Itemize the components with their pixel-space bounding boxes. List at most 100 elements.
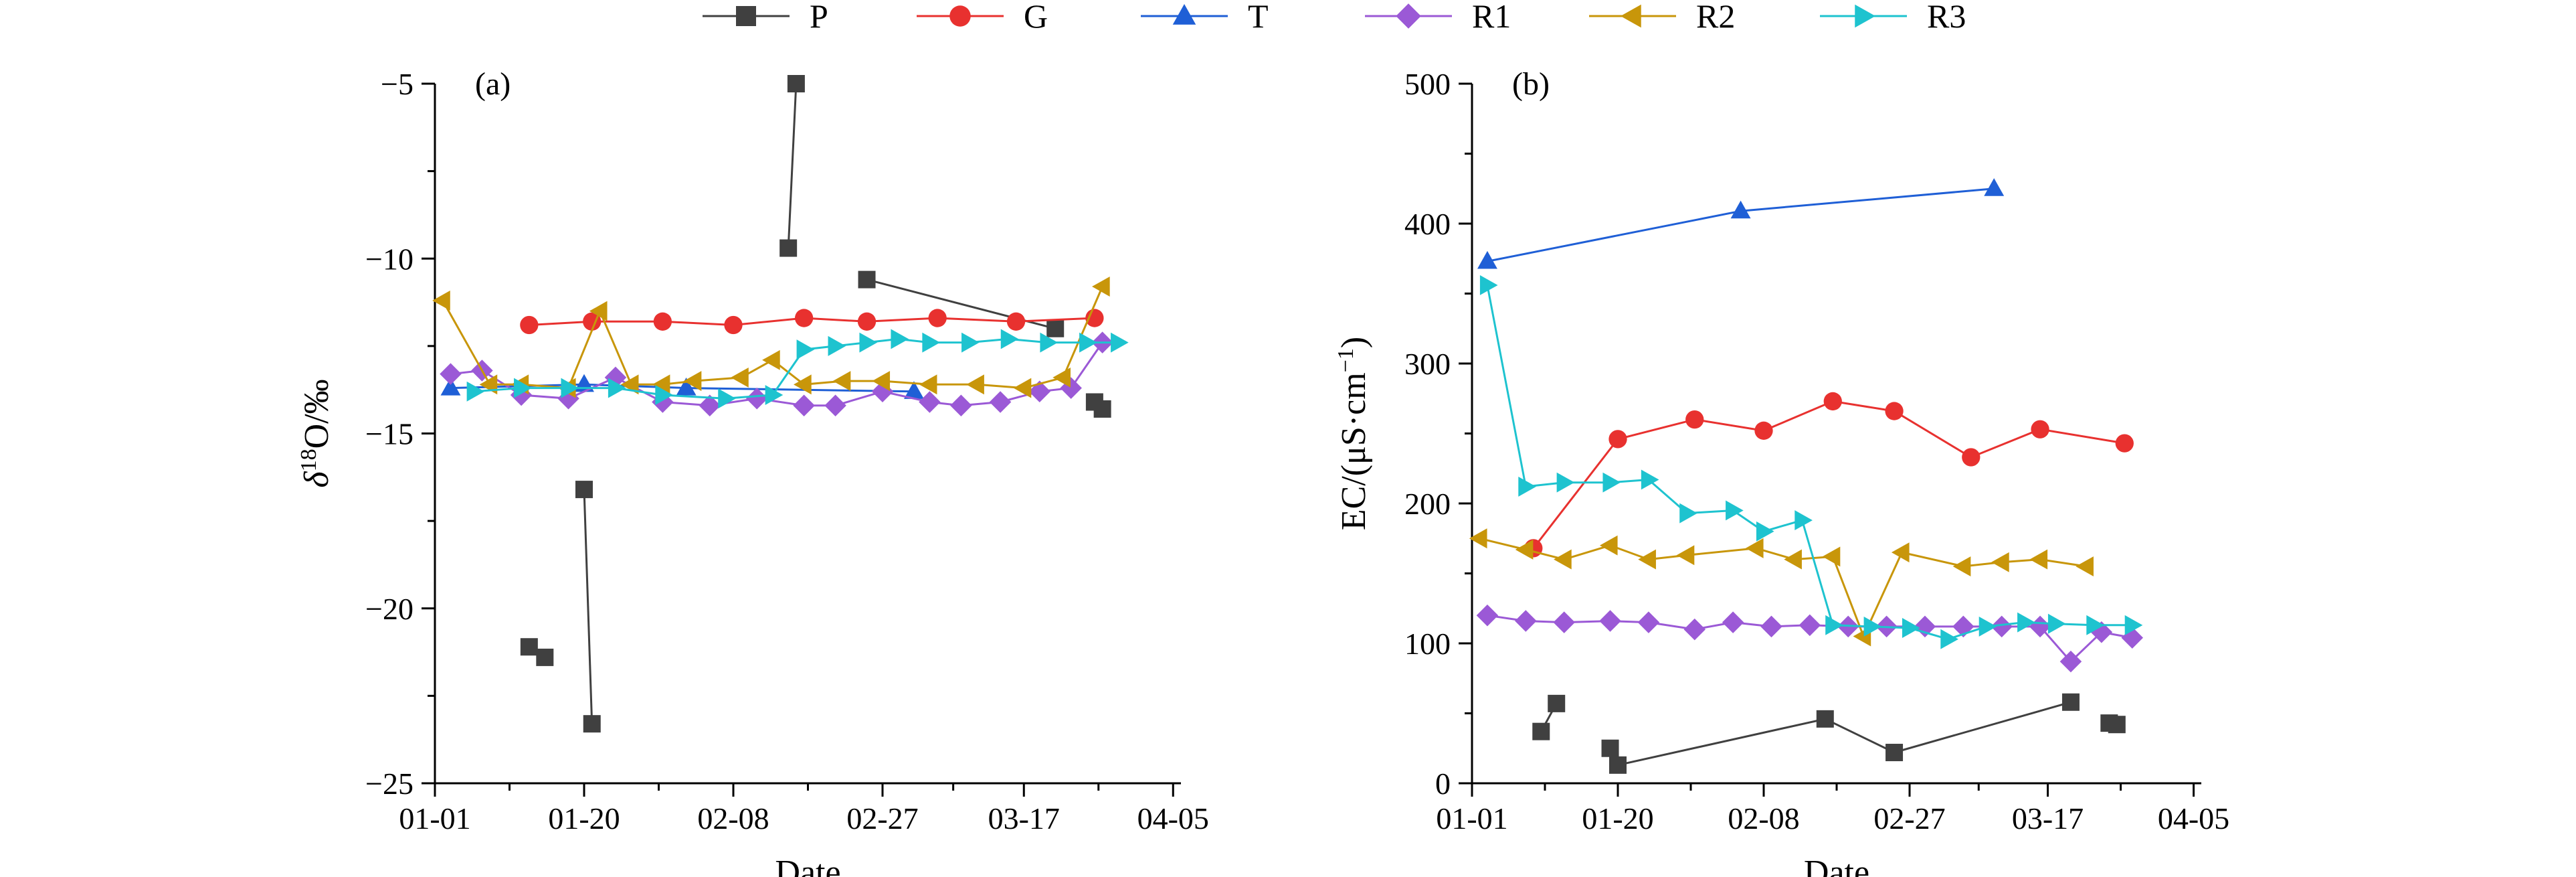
data-point-R1 (1553, 611, 1575, 633)
data-point-R3 (961, 332, 980, 353)
data-point-R1 (745, 388, 768, 410)
data-point-R2 (1052, 367, 1071, 388)
data-point-R1 (2059, 650, 2082, 673)
data-point-G (794, 309, 814, 327)
data-point-G (1962, 448, 1981, 467)
data-point-R1 (824, 394, 846, 416)
data-point-R2 (683, 371, 702, 392)
data-point-R1 (440, 363, 462, 385)
data-point-R1 (1599, 610, 1621, 632)
series-P (520, 75, 1111, 733)
legend-marker-R3 (1855, 4, 1875, 28)
y-tick-label: −20 (365, 592, 413, 626)
y-tick-label: −10 (365, 242, 413, 276)
data-point-G (857, 312, 877, 331)
legend: P G T R1 R2 R3 (703, 0, 1966, 35)
data-point-R2 (794, 374, 812, 395)
data-point-G (1823, 392, 1842, 411)
data-point-P (2061, 693, 2080, 711)
data-point-R3 (1726, 500, 1744, 521)
data-point-R2 (1784, 549, 1802, 570)
data-point-R3 (1940, 629, 1958, 649)
data-point-R2 (1676, 545, 1695, 566)
series-line-P (1609, 701, 2072, 767)
data-point-R3 (765, 385, 784, 405)
data-point-R3 (1979, 616, 1997, 637)
series-R3 (466, 329, 1129, 409)
y-tick-label: −15 (365, 417, 413, 451)
legend-marker-P (736, 6, 756, 26)
data-point-G (724, 315, 743, 335)
data-point-R1 (1683, 618, 1706, 641)
data-point-R1 (1476, 604, 1499, 627)
data-point-P (1093, 400, 1111, 418)
data-point-R1 (1799, 614, 1821, 637)
series-G (1524, 392, 2134, 558)
data-point-G (1006, 312, 1026, 331)
x-tick-label: 02-27 (846, 801, 918, 835)
panel-label: (a) (475, 66, 511, 102)
data-point-P (575, 481, 593, 499)
series-line-T (1487, 187, 1995, 262)
legend-marker-G (949, 5, 971, 27)
data-point-R2 (1745, 538, 1764, 558)
data-point-R3 (1902, 618, 1920, 638)
y-axis-title-close: ) (1335, 337, 1373, 348)
panel-b: 01-01 01-20 02-08 02-27 03-17 04-05 0 100 200 300… (1333, 66, 2229, 877)
data-point-R1 (699, 394, 721, 416)
y-axis-title-base: EC/(μS·cm (1335, 372, 1373, 530)
legend-label-T: T (1248, 0, 1269, 35)
y-axis-title: EC/(μS·cm−1) (1333, 337, 1373, 530)
y-tick-label: 200 (1404, 487, 1451, 521)
data-point-R3 (1040, 332, 1059, 353)
data-point-R3 (891, 329, 909, 349)
legend-label-P: P (810, 0, 828, 35)
x-tick-label: 04-05 (2158, 801, 2229, 835)
data-point-R3 (1602, 472, 1621, 493)
data-point-T (1984, 178, 2005, 196)
data-point-T (440, 377, 461, 396)
data-point-G (1608, 430, 1627, 449)
y-tick-label: 300 (1404, 347, 1451, 381)
data-point-R3 (1111, 332, 1129, 353)
legend-label-R3: R3 (1927, 0, 1966, 35)
data-point-R3 (1000, 329, 1019, 349)
series-line-P (583, 489, 593, 724)
data-point-R2 (2029, 549, 2048, 570)
series-T (1477, 178, 2005, 269)
series-line-P (787, 83, 798, 248)
data-point-G (520, 315, 539, 335)
y-tick-label: −25 (365, 767, 413, 801)
data-point-R3 (2017, 612, 2035, 633)
data-point-R3 (1556, 472, 1575, 493)
data-point-R2 (1469, 528, 1487, 549)
data-point-P (1548, 694, 1566, 712)
data-point-R2 (872, 371, 891, 392)
legend-label-R2: R2 (1696, 0, 1735, 35)
data-point-R3 (922, 332, 941, 353)
data-point-R1 (1637, 611, 1660, 633)
data-point-P (858, 270, 876, 289)
y-tick-label: 500 (1404, 67, 1451, 101)
series-R1 (440, 331, 1113, 416)
legend-label-G: G (1024, 0, 1048, 35)
y-tick-label: 0 (1435, 767, 1451, 801)
data-point-R1 (793, 394, 815, 416)
data-point-R2 (966, 374, 984, 395)
x-tick-label: 03-17 (988, 801, 1060, 835)
data-point-R3 (1679, 503, 1697, 524)
data-point-P (1601, 739, 1619, 757)
data-point-G (1885, 402, 1904, 420)
data-point-R3 (561, 378, 579, 398)
data-point-R2 (1952, 556, 1971, 576)
x-tick-label: 02-08 (1728, 801, 1799, 835)
data-point-R1 (1760, 615, 1782, 638)
data-point-R2 (919, 374, 937, 395)
x-tick-label: 01-20 (548, 801, 620, 835)
legend-label-R1: R1 (1472, 0, 1511, 35)
data-point-R2 (731, 367, 749, 388)
data-point-R3 (1825, 615, 1843, 635)
series-R1 (1476, 604, 2143, 673)
data-point-P (536, 648, 554, 666)
data-point-R3 (828, 335, 846, 356)
